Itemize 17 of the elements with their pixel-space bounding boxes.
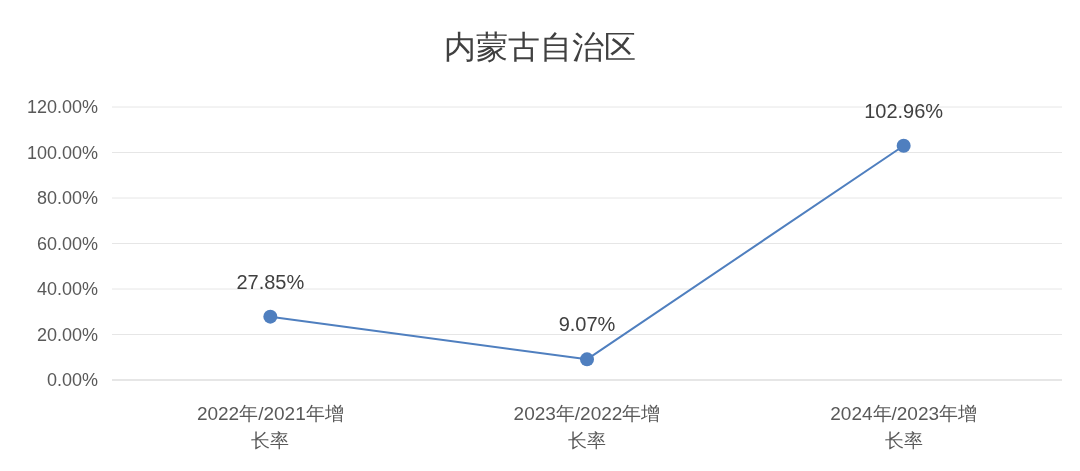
y-tick-label: 80.00% <box>36 188 98 208</box>
data-label: 9.07% <box>558 313 616 336</box>
y-tick-label: 120.00% <box>26 97 98 117</box>
x-tick-label: 2024年/2023年增长率 <box>830 403 978 451</box>
y-tick-label: 100.00% <box>26 142 98 163</box>
x-tick-label: 2023年/2022年增长率 <box>513 403 661 451</box>
chart-title: 内蒙古自治区 <box>444 29 636 65</box>
point <box>263 309 278 324</box>
data-label: 102.96% <box>864 99 944 122</box>
x-tick-label: 2022年/2021年增长率 <box>196 403 344 451</box>
y-tick-label: 20.00% <box>36 324 98 345</box>
y-tick-label: 0.00% <box>46 370 98 390</box>
y-tick-label: 40.00% <box>36 279 98 299</box>
y-tick-label: 60.00% <box>36 233 98 254</box>
data-label: 27.85% <box>236 270 305 293</box>
point <box>580 352 594 367</box>
point <box>896 138 911 153</box>
